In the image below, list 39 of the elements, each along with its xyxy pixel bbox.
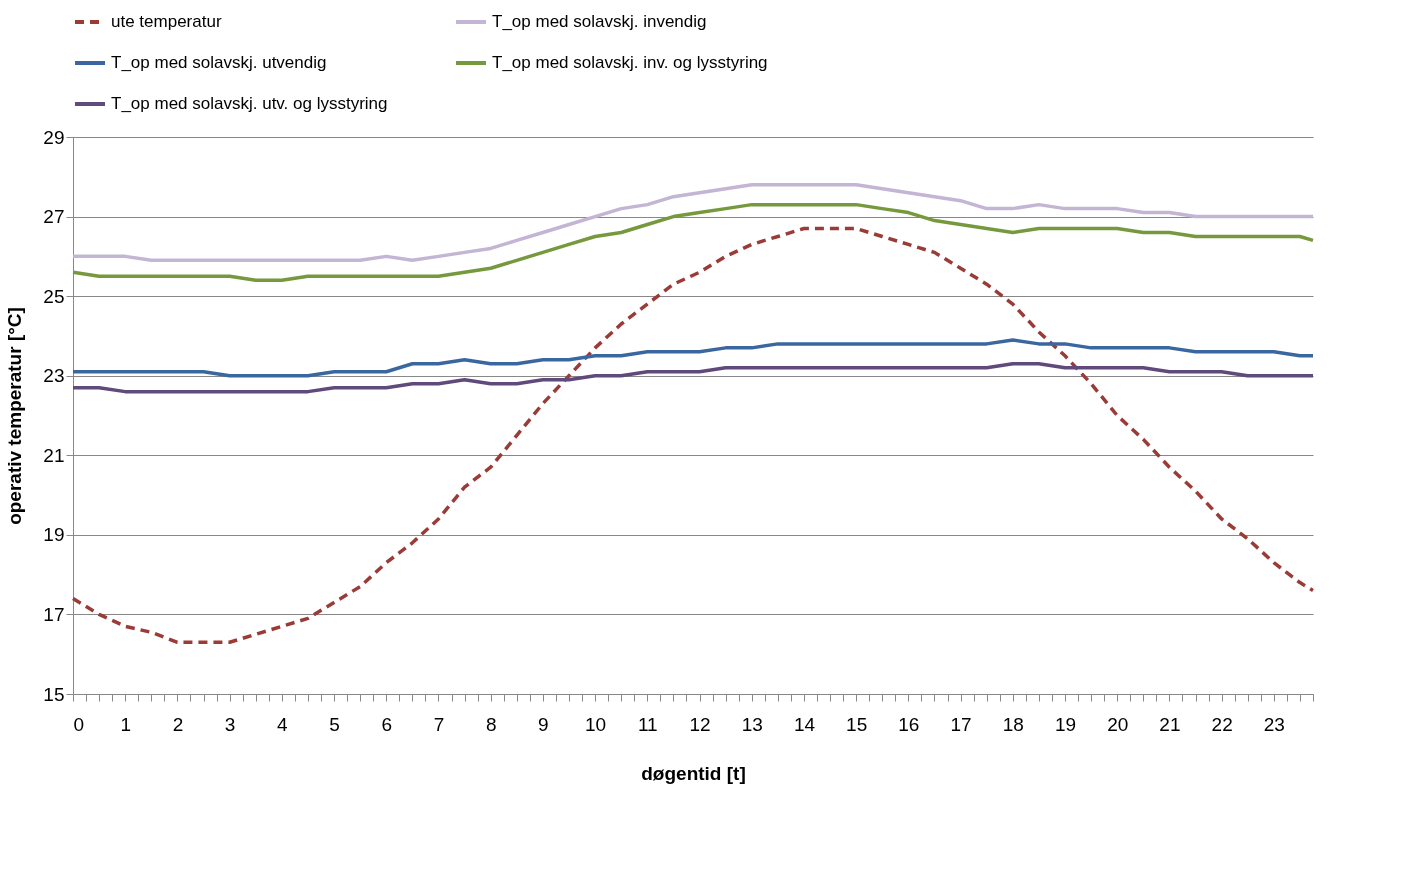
x-tick-label: 5 [329,713,340,735]
x-tick-label: 23 [1263,713,1285,735]
legend-label: ute temperatur [111,12,222,31]
x-axis-title: døgentid [t] [641,762,746,784]
y-tick-label: 23 [43,365,65,387]
y-tick-label: 19 [43,524,65,546]
x-tick-label: 1 [120,713,131,735]
x-tick-label: 15 [846,713,868,735]
x-tick-label: 3 [224,713,236,735]
x-tick-label: 0 [73,713,85,735]
x-tick-label: 22 [1211,713,1233,735]
x-tick-label: 6 [381,713,393,735]
x-tick-label: 16 [898,713,920,735]
x-tick-label: 20 [1107,713,1129,735]
y-tick-label: 25 [43,285,65,307]
y-axis-title: operativ temperatur [°C] [4,307,26,525]
y-tick-label: 15 [43,683,65,705]
legend-label: T_op med solavskj. utvendig [111,53,327,72]
x-tick-label: 9 [538,713,549,735]
x-tick-label: 7 [433,713,445,735]
x-tick-label: 17 [950,713,972,735]
x-tick-label: 8 [485,713,497,735]
y-tick-label: 21 [43,444,65,466]
x-tick-label: 13 [741,713,763,735]
x-tick-label: 12 [689,713,711,735]
x-tick-label: 10 [585,713,607,735]
y-tick-label: 17 [43,603,65,625]
x-tick-label: 2 [172,713,184,735]
x-tick-label: 19 [1054,713,1077,735]
legend-label: T_op med solavskj. inv. og lysstyring [492,53,768,72]
y-tick-label: 29 [43,126,65,148]
y-tick-label: 27 [43,206,65,228]
x-tick-label: 11 [637,713,658,735]
legend-label: T_op med solavskj. utv. og lysstyring [111,94,388,113]
legend-label: T_op med solavskj. invendig [492,12,707,31]
x-tick-label: 14 [793,713,816,735]
x-tick-label: 18 [1002,713,1024,735]
x-tick-label: 4 [277,713,289,735]
x-tick-label: 21 [1159,713,1181,735]
